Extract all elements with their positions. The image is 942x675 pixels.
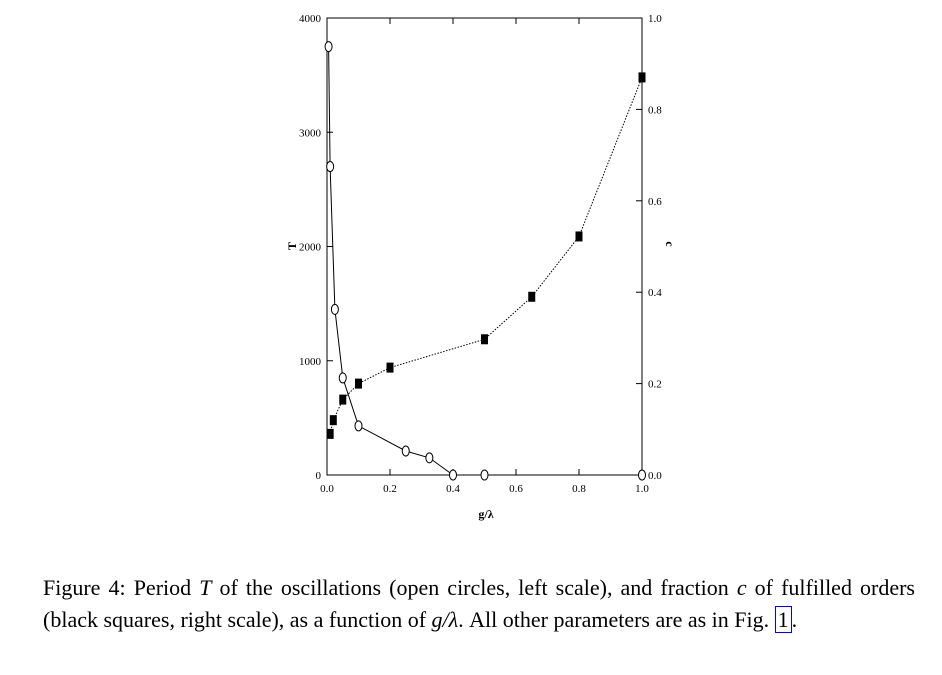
axis-ticks: 0.0 0.2 0.4 0.6 0.8 1.0 0 1000 2000 3000 4000 0.0 0.… — [299, 13, 662, 495]
left-y-tick-label: 0 — [316, 470, 322, 482]
right-y-tick-label: 1.0 — [648, 13, 662, 25]
period-series-line — [328, 46, 642, 476]
data-series — [324, 41, 646, 481]
fraction-data-point — [481, 334, 488, 345]
fraction-data-point — [329, 415, 337, 426]
caption-part3: . All other parameters are as in Fig. — [458, 607, 775, 632]
fraction-data-point — [386, 362, 394, 373]
right-y-tick-label: 0.2 — [648, 379, 662, 391]
fraction-data-point — [326, 428, 334, 439]
period-data-point — [425, 452, 434, 464]
period-data-point — [449, 469, 457, 481]
x-tick-label: 0.4 — [446, 483, 460, 495]
fraction-series-line — [329, 77, 643, 435]
caption-c: c — [736, 575, 747, 600]
x-tick-label: 0.8 — [572, 483, 586, 495]
right-y-tick-label: 0.6 — [648, 196, 662, 208]
period-data-point — [401, 445, 410, 457]
figure-caption: Figure 4: Period T of the oscillations (… — [43, 572, 915, 636]
caption-prefix: Figure 4: Period — [43, 575, 200, 600]
fraction-data-point — [575, 231, 583, 242]
fraction-data-point — [638, 72, 646, 83]
left-y-tick-label: 2000 — [299, 242, 322, 254]
plot-border — [326, 17, 643, 476]
left-y-tick-label: 3000 — [299, 127, 322, 139]
period-data-point — [354, 420, 363, 432]
caption-g-over-lambda: g/λ — [431, 607, 459, 632]
plot-frame — [326, 17, 643, 476]
fraction-data-point — [339, 394, 347, 405]
left-y-tick-label: 1000 — [299, 356, 322, 368]
caption-T: T — [199, 575, 212, 600]
x-tick-label: 0.6 — [509, 483, 523, 495]
caption-end: . — [791, 607, 798, 632]
right-y-tick-label: 0.4 — [648, 287, 662, 299]
period-data-point — [480, 469, 489, 481]
fraction-data-point — [355, 378, 362, 389]
period-data-point — [638, 469, 646, 481]
caption-part2: of fulfilled orders (black squares, righ… — [43, 575, 915, 632]
period-data-point — [330, 303, 339, 315]
x-axis-label: g/λ — [478, 507, 493, 521]
period-data-point — [324, 41, 333, 53]
right-y-tick-label: 0.0 — [648, 470, 662, 482]
x-tick-label: 1.0 — [635, 483, 649, 495]
x-tick-label: 0.0 — [320, 483, 334, 495]
chart: 0.0 0.2 0.4 0.6 0.8 1.0 0 1000 2000 3000 4000 0.0 0.… — [285, 13, 677, 521]
caption-part1: of the oscillations (open circles, left … — [211, 575, 737, 600]
period-data-point — [338, 372, 347, 384]
figure-reference-link[interactable]: 1 — [774, 606, 792, 633]
right-y-tick-label: 0.8 — [648, 104, 662, 116]
left-y-axis-label: T — [285, 242, 299, 250]
period-data-point — [326, 161, 335, 173]
fraction-data-point — [528, 291, 536, 302]
left-y-tick-label: 4000 — [299, 13, 322, 25]
x-tick-label: 0.2 — [383, 483, 397, 495]
right-y-axis-label: c — [663, 241, 677, 247]
